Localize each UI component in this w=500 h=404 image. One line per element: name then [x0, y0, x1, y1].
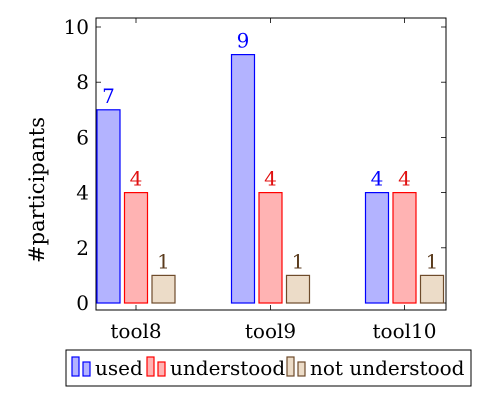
data-label: 9 — [237, 29, 250, 53]
x-tick-label: tool10 — [373, 319, 437, 343]
bar-not-understood-tool9 — [285, 274, 311, 304]
data-label: 4 — [130, 167, 143, 191]
y-tick-label: 0 — [76, 291, 89, 315]
data-label: 7 — [102, 84, 115, 108]
y-axis-label: #participants — [25, 117, 49, 263]
data-label: 1 — [292, 249, 305, 273]
data-label: 4 — [264, 167, 277, 191]
legend-label: used — [95, 356, 143, 380]
legend-swatch — [82, 361, 91, 377]
bar-not-understood-tool10 — [419, 274, 445, 304]
bar-understood-tool10 — [392, 192, 417, 304]
legend-swatch — [146, 356, 155, 377]
legend-label: understood — [170, 356, 285, 380]
plot-frame — [95, 17, 447, 311]
y-tick-label: 2 — [76, 236, 89, 260]
y-tick-label: 4 — [76, 181, 89, 205]
axes: 0 2 4 6 8 10 tool8 tool9 tool10 — [64, 15, 447, 343]
bar-used-tool8 — [96, 109, 121, 304]
legend-item-not-understood: not understood — [286, 356, 465, 380]
data-label: 1 — [157, 249, 170, 273]
y-tick-label: 6 — [76, 125, 89, 149]
bar-understood-tool8 — [123, 192, 149, 304]
legend-swatch — [71, 356, 80, 377]
legend-item-used: used — [71, 356, 143, 380]
legend-swatch — [157, 361, 166, 377]
legend-label: not understood — [310, 356, 465, 380]
legend-swatch — [297, 361, 306, 377]
x-tick-label: tool9 — [245, 319, 296, 343]
bar-used-tool9 — [230, 53, 256, 304]
legend-box — [65, 349, 472, 387]
legend-item-understood: understood — [146, 356, 285, 380]
data-label: 4 — [371, 167, 384, 191]
data-label: 4 — [398, 167, 411, 191]
data-label: 1 — [426, 249, 439, 273]
y-tick-label: 10 — [64, 15, 89, 39]
legend-swatch — [286, 356, 295, 377]
legend: used understood not understood — [65, 349, 472, 387]
x-tick-label: tool8 — [110, 319, 161, 343]
y-tick-label: 8 — [76, 70, 89, 94]
bar-understood-tool9 — [258, 192, 283, 304]
bar-used-tool10 — [364, 192, 390, 304]
bar-not-understood-tool8 — [151, 274, 176, 304]
bars — [96, 53, 445, 304]
